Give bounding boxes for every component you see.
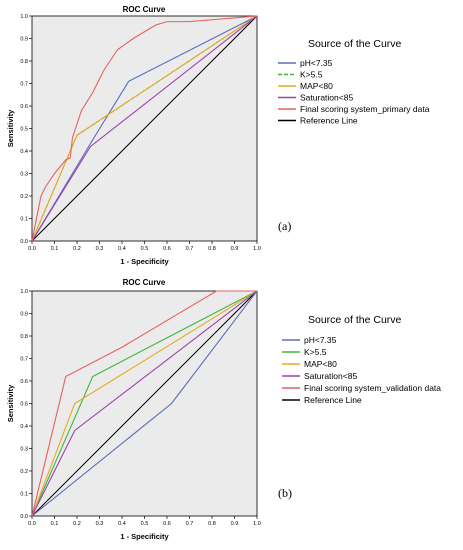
legend-title: Source of the Curve	[308, 38, 402, 50]
x-tick-label: 0.7	[186, 521, 194, 527]
panel-a: ROC Curve 0.0 0.1 0.2 0.3 0.4 0.5 0.6 0.7 0.8 0.9…	[6, 5, 430, 266]
series-line-final-scoring-system-primary-data	[31, 15, 258, 242]
y-ticks: 0.0 0.1 0.2 0.3 0.4 0.5 0.6 0.7 0.8 0.9 1.0	[20, 289, 32, 520]
legend-items: pH<7.35 K>5.5 MAP<80 Saturation<85 Final sco…	[282, 335, 441, 405]
x-tick-label: 0.5	[141, 246, 149, 252]
x-axis-label: 1 - Specificity	[120, 532, 169, 541]
legend-label: Saturation<85	[304, 371, 357, 381]
y-axis-label: Sensitivity	[6, 384, 15, 422]
y-tick-label: 0.6	[20, 379, 28, 385]
x-tick-label: 0.3	[96, 246, 104, 252]
y-tick-label: 0.5	[20, 402, 28, 408]
x-tick-label: 0.9	[231, 521, 239, 527]
y-tick-label: 0.9	[20, 312, 28, 318]
x-tick-label: 0.8	[208, 521, 216, 527]
series-line-saturation-85	[31, 15, 258, 242]
legend-label: K>5.5	[300, 70, 323, 80]
chart-title: ROC Curve	[123, 5, 166, 14]
x-tick-label: 0.4	[118, 521, 126, 527]
x-tick-label: 1.0	[253, 521, 261, 527]
x-axis-label: 1 - Specificity	[120, 257, 169, 266]
y-tick-label: 0.0	[20, 514, 28, 520]
legend-label: Reference Line	[304, 395, 362, 405]
x-tick-label: 0.8	[208, 246, 216, 252]
y-tick-label: 0.7	[20, 357, 28, 363]
series-line-saturation-85	[31, 290, 258, 517]
y-tick-label: 1.0	[20, 289, 28, 295]
x-tick-label: 0.1	[51, 521, 59, 527]
series-line-map-80	[31, 290, 258, 517]
x-tick-label: 0.2	[73, 521, 81, 527]
series-line-reference-line	[31, 290, 258, 517]
x-tick-label: 1.0	[253, 246, 261, 252]
x-ticks: 0.0 0.1 0.2 0.3 0.4 0.5 0.6 0.7 0.8 0.9 1.0	[28, 241, 261, 252]
y-tick-label: 0.2	[20, 469, 28, 475]
y-tick-label: 0.4	[20, 149, 28, 155]
x-tick-label: 0.9	[231, 246, 239, 252]
legend-label: MAP<80	[300, 81, 333, 91]
y-tick-label: 0.6	[20, 104, 28, 110]
y-tick-label: 1.0	[20, 14, 28, 20]
legend-label: Final scoring system_validation data	[304, 383, 441, 393]
x-tick-label: 0.4	[118, 246, 126, 252]
y-ticks: 0.0 0.1 0.2 0.3 0.4 0.5 0.6 0.7 0.8 0.9 1.0	[20, 14, 32, 245]
series-line-map-80	[31, 15, 258, 242]
x-tick-label: 0.6	[163, 246, 171, 252]
series-line-final-scoring-system-validation-data	[31, 290, 257, 517]
y-tick-label: 0.0	[20, 239, 28, 245]
y-tick-label: 0.2	[20, 194, 28, 200]
legend-label: Final scoring system_primary data	[300, 104, 430, 114]
x-tick-label: 0.2	[73, 246, 81, 252]
y-tick-label: 0.5	[20, 127, 28, 133]
panel-label: (a)	[278, 219, 291, 233]
y-tick-label: 0.3	[20, 172, 28, 178]
x-tick-label: 0.0	[28, 521, 36, 527]
y-tick-label: 0.8	[20, 334, 28, 340]
plot-lines	[31, 15, 258, 242]
panel-label: (b)	[278, 486, 292, 500]
legend-label: K>5.5	[304, 347, 327, 357]
legend-title: Source of the Curve	[308, 314, 402, 326]
x-tick-label: 0.3	[96, 521, 104, 527]
x-tick-label: 0.0	[28, 246, 36, 252]
y-axis-label: Sensitivity	[6, 109, 15, 147]
legend: Source of the Curve pH<7.35 K>5.5 MAP<80 Sa…	[282, 314, 441, 405]
y-tick-label: 0.1	[20, 217, 28, 223]
legend-label: Saturation<85	[300, 93, 353, 103]
legend-label: pH<7.35	[300, 58, 333, 68]
panel-b: ROC Curve 0.0 0.1 0.2 0.3 0.4 0.5 0.6 0.7 0.8 0.9…	[6, 278, 441, 541]
legend-label: MAP<80	[304, 359, 337, 369]
series-line-k-5-5	[31, 290, 258, 517]
series-line-ph-7-35	[31, 15, 258, 242]
series-line-ph-7-35	[31, 290, 258, 517]
y-tick-label: 0.4	[20, 424, 28, 430]
legend-label: Reference Line	[300, 116, 358, 126]
x-tick-label: 0.6	[163, 521, 171, 527]
y-tick-label: 0.3	[20, 447, 28, 453]
plot-lines	[31, 290, 258, 517]
x-tick-label: 0.5	[141, 521, 149, 527]
x-tick-label: 0.7	[186, 246, 194, 252]
y-tick-label: 0.9	[20, 37, 28, 43]
chart-title: ROC Curve	[123, 278, 166, 287]
y-tick-label: 0.7	[20, 82, 28, 88]
series-line-reference-line	[31, 15, 258, 242]
y-tick-label: 0.1	[20, 492, 28, 498]
x-tick-label: 0.1	[51, 246, 59, 252]
y-tick-label: 0.8	[20, 59, 28, 65]
x-ticks: 0.0 0.1 0.2 0.3 0.4 0.5 0.6 0.7 0.8 0.9 1.0	[28, 516, 261, 527]
legend-label: pH<7.35	[304, 335, 337, 345]
